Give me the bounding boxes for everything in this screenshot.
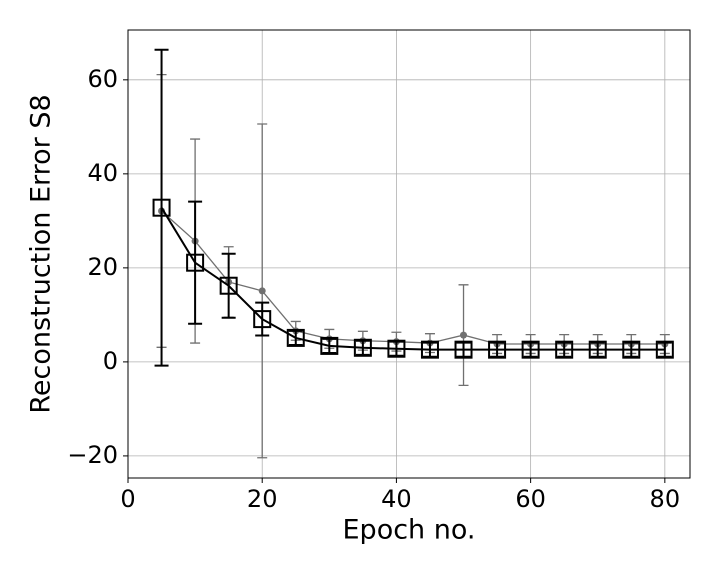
y-tick-label: −20 — [67, 441, 118, 469]
y-tick-label: 60 — [87, 65, 118, 93]
x-axis-label: Epoch no. — [343, 515, 476, 546]
y-tick-label: 40 — [87, 159, 118, 187]
square-marker — [655, 340, 674, 359]
plot-frame — [127, 29, 691, 479]
y-axis-label: Reconstruction Error S8 — [26, 94, 57, 413]
square-marker — [622, 340, 641, 359]
x-tick-label: 20 — [247, 485, 278, 513]
square-marker — [186, 253, 205, 272]
square-marker — [219, 276, 238, 295]
square-marker — [555, 340, 574, 359]
square-marker — [521, 340, 540, 359]
x-tick-label: 80 — [650, 485, 681, 513]
series-line — [161, 210, 665, 345]
x-tick-label: 60 — [515, 485, 546, 513]
square-marker — [454, 340, 473, 359]
square-marker — [387, 339, 406, 358]
square-marker — [253, 310, 272, 329]
square-marker — [353, 338, 372, 357]
square-marker — [488, 340, 507, 359]
square-marker — [320, 336, 339, 355]
x-tick-label: 40 — [381, 485, 412, 513]
dot-marker — [258, 287, 266, 295]
y-tick-label: 0 — [103, 347, 118, 375]
dot-marker — [460, 331, 468, 339]
x-tick-label: 0 — [120, 485, 135, 513]
series-line — [160, 207, 665, 351]
square-marker — [588, 340, 607, 359]
square-marker — [420, 340, 439, 359]
square-marker — [286, 328, 305, 347]
square-marker — [152, 198, 171, 217]
error-bar — [154, 48, 169, 367]
y-tick-label: 20 — [87, 253, 118, 281]
